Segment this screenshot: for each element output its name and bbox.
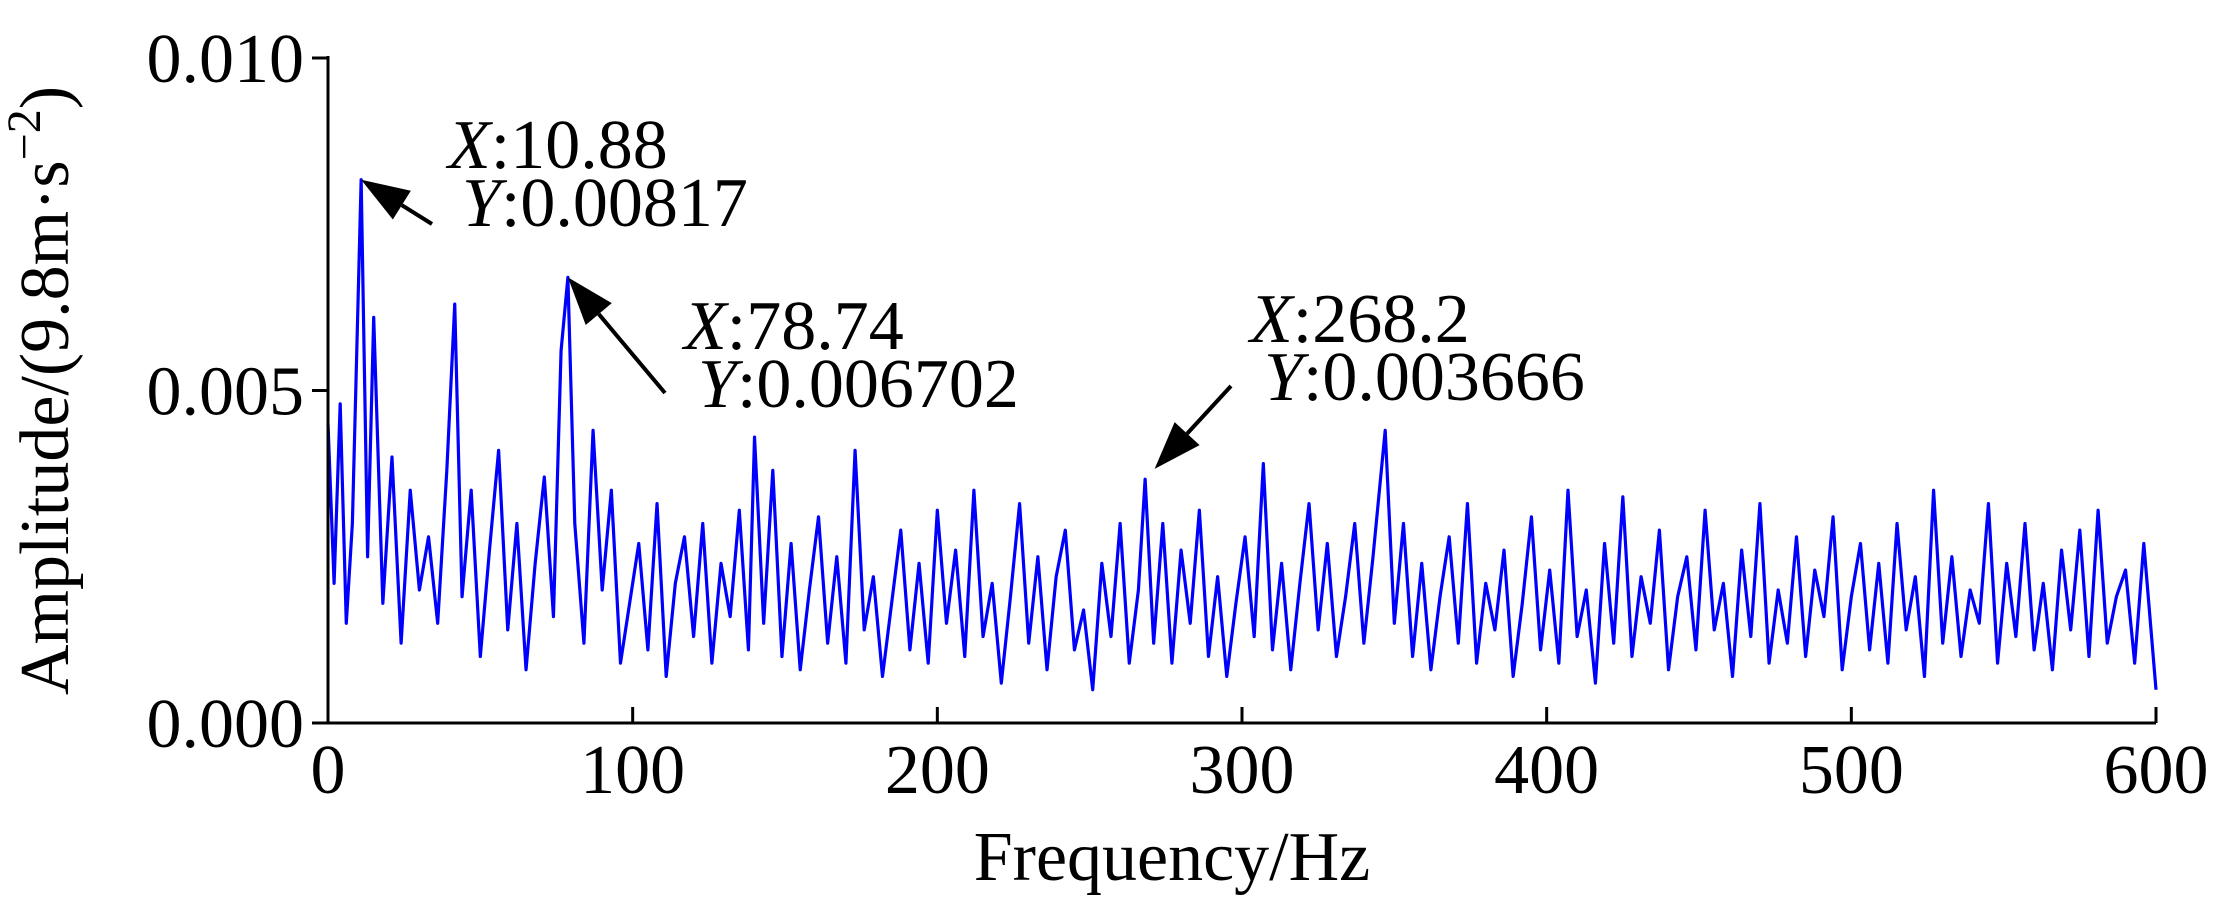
annotation-x-value: 10.88 (510, 107, 668, 184)
annotation-y-name: Y (1264, 339, 1310, 416)
annotation-separator: : (491, 107, 510, 184)
x-tick-label: 300 (1190, 732, 1295, 809)
annotation-x-name: X (1247, 281, 1296, 358)
x-tick-label: 200 (885, 732, 990, 809)
y-axis-label-sup: −2 (0, 109, 51, 160)
annotation-x-value: 78.74 (746, 288, 904, 365)
annotation-arrow-head (361, 179, 411, 220)
y-tick-label: 0.010 (147, 21, 305, 98)
x-axis-label: Frequency/Hz (974, 819, 1371, 896)
y-axis-label-end: ) (7, 86, 84, 109)
annotation-y-name: Y (698, 346, 744, 423)
annotation-separator: : (727, 288, 746, 365)
annotation-x-name: X (445, 107, 494, 184)
annotation-x-value: 268.2 (1312, 281, 1470, 358)
x-tick-label: 500 (1799, 732, 1904, 809)
x-tick-label: 0 (311, 732, 346, 809)
spectrum-line (326, 178, 2158, 692)
annotation-y-value: 0.006702 (756, 346, 1019, 423)
y-tick-label: 0.005 (147, 354, 305, 431)
annotation-arrow-shaft (400, 203, 434, 226)
annotation-separator: : (1293, 281, 1312, 358)
annotation-x: X:10.88 (445, 107, 668, 184)
annotation-y-value: 0.00817 (520, 165, 748, 242)
annotation-x: X:78.74 (681, 288, 904, 365)
annotation-separator: : (1303, 339, 1322, 416)
annotation-arrow-head (1154, 422, 1200, 469)
annotation-arrow-shaft (597, 312, 667, 395)
y-axis-label-main: Amplitude/(9.8m·s (7, 160, 84, 695)
x-tick-label: 400 (1494, 732, 1599, 809)
annotation-y: Y:0.00817 (462, 165, 748, 242)
annotation-separator: : (737, 346, 756, 423)
annotation-y: Y:0.003666 (1264, 339, 1585, 416)
x-tick-label: 600 (2104, 732, 2209, 809)
annotation-y-name: Y (462, 165, 508, 242)
annotation-y-value: 0.003666 (1322, 339, 1585, 416)
y-axis-label: Amplitude/(9.8m·s−2) (0, 86, 84, 695)
annotation-arrow-head (567, 277, 612, 326)
annotation-separator: : (501, 165, 520, 242)
annotation-y: Y:0.006702 (698, 346, 1019, 423)
y-tick-label: 0.000 (147, 686, 305, 763)
annotation-x: X:268.2 (1247, 281, 1470, 358)
annotation-x-name: X (681, 288, 730, 365)
annotation-arrow-shaft (1185, 384, 1233, 435)
x-tick-label: 100 (580, 732, 685, 809)
